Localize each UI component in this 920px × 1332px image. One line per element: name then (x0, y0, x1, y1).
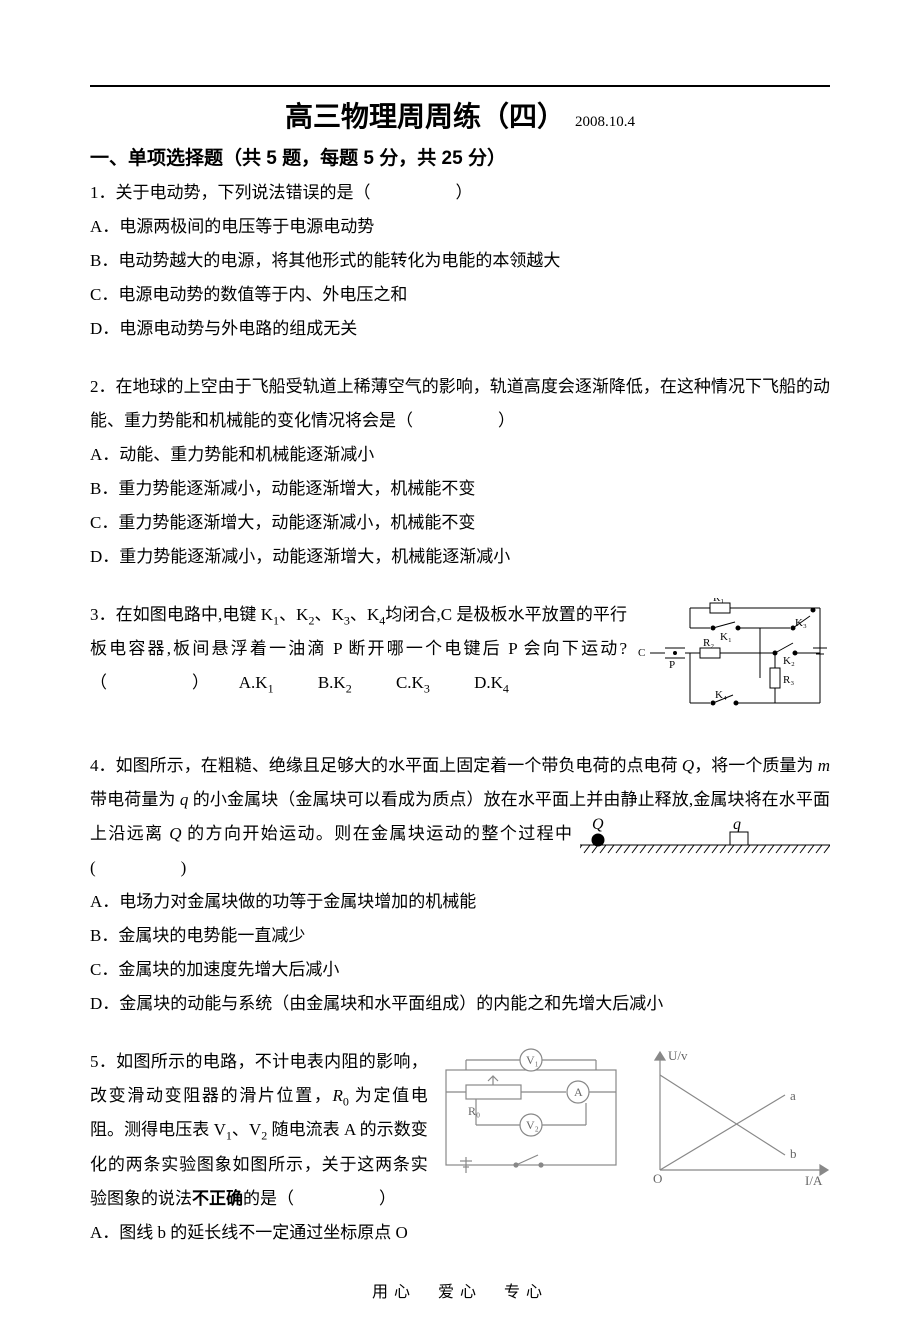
section-heading: 一、单项选择题（共 5 题，每题 5 分，共 25 分） (90, 143, 830, 170)
label-r2: R₂ (703, 637, 714, 649)
q5-V2: V (249, 1120, 261, 1139)
q3-option-b: B.K2 (318, 666, 352, 700)
q4-option-d: D．金属块的动能与系统（由金属块和水平面组成）的内能之和先增大后减小 (90, 987, 830, 1021)
question-5: V₁ V₂ A R₀ (90, 1045, 830, 1250)
label-r3: R₃ (783, 674, 794, 686)
page-date: 2008.10.4 (575, 114, 635, 130)
circuit-diagram-q3: R₁ K₁ K₃ C P R₂ K₂ R₃ K₄ (635, 598, 830, 713)
q2-option-a: A．动能、重力势能和机械能逐渐减小 (90, 438, 830, 472)
q3-stem-b3: 、K (350, 605, 379, 624)
q3-figure: R₁ K₁ K₃ C P R₂ K₂ R₃ K₄ (635, 598, 830, 725)
q3-stem-b2: 、K (314, 605, 343, 624)
q1-option-b: B．电动势越大的电源，将其他形式的能转化为电能的本领越大 (90, 244, 830, 278)
label-c: C (638, 647, 645, 659)
svg-text:R₀: R₀ (468, 1104, 480, 1118)
q2-option-b: B．重力势能逐渐减小，动能逐渐增大，机械能不变 (90, 472, 830, 506)
q5-notcorrect: 不正确 (192, 1189, 243, 1208)
label-k1: K₁ (720, 631, 732, 643)
q4-stem-b: ，将一个质量为 (694, 756, 818, 775)
label-r1: R₁ (713, 598, 724, 604)
q3-option-d: D.K4 (474, 666, 509, 700)
q4-stem-a: 4．如图所示，在粗糙、绝缘且足够大的水平面上固定着一个带负电荷的点电荷 (90, 756, 682, 775)
label-p: P (669, 659, 675, 671)
q4-Q: Q (682, 756, 694, 775)
question-4: 4．如图所示，在粗糙、绝缘且足够大的水平面上固定着一个带负电荷的点电荷 Q，将一… (90, 749, 830, 1021)
q2-option-d: D．重力势能逐渐减小，动能逐渐增大，机械能逐渐减小 (90, 540, 830, 574)
q4-Q2: Q (169, 824, 181, 843)
q1-option-d: D．电源电动势与外电路的组成无关 (90, 312, 830, 346)
q5-R0: R (333, 1086, 343, 1105)
title-row: 高三物理周周练（四） 2008.10.4 (90, 95, 830, 135)
q3-option-a: A.K1 (239, 666, 274, 700)
q5-stem-d: 的是（ ） (243, 1189, 396, 1208)
q4-figure: Q q (580, 817, 830, 871)
q1-option-a: A．电源两极间的电压等于电源电动势 (90, 210, 830, 244)
graph-origin: O (653, 1171, 662, 1186)
q4-m: m (818, 756, 830, 775)
graph-line-b: b (790, 1146, 797, 1161)
q4-stem-c: 带电荷量为 (90, 790, 180, 809)
q3-stem-b1: 、K (279, 605, 308, 624)
q3-stem-a: 3．在如图电路中,电键 K (90, 605, 273, 624)
q4-option-c: C．金属块的加速度先增大后减小 (90, 953, 830, 987)
q2-stem: 2．在地球的上空由于飞船受轨道上稀薄空气的影响，轨道高度会逐渐降低，在这种情况下… (90, 370, 830, 438)
label-k3: K₃ (795, 617, 807, 629)
graph-line-a: a (790, 1088, 796, 1103)
svg-text:V₁: V₁ (526, 1053, 539, 1067)
q5-V1sub: 1 (226, 1129, 232, 1143)
question-3: R₁ K₁ K₃ C P R₂ K₂ R₃ K₄ 3．在如图电路中,电键 K1、… (90, 598, 830, 725)
q3-option-c: C.K3 (396, 666, 430, 700)
page-footer: 用心 爱心 专心 (90, 1278, 830, 1302)
question-1: 1．关于电动势，下列说法错误的是（ ） A．电源两极间的电压等于电源电动势 B．… (90, 176, 830, 346)
label-Q: Q (592, 817, 604, 833)
graph-ylabel: U/v (668, 1048, 688, 1063)
surface-diagram-q4: Q q (580, 817, 830, 859)
q2-option-c: C．重力势能逐渐增大，动能逐渐减小，机械能不变 (90, 506, 830, 540)
q5-option-a: A．图线 b 的延长线不一定通过坐标原点 O (90, 1216, 830, 1250)
graph-xlabel: I/A (805, 1173, 823, 1188)
q1-option-c: C．电源电动势的数值等于内、外电压之和 (90, 278, 830, 312)
label-q: q (733, 817, 741, 833)
label-k2: K₂ (783, 655, 795, 667)
svg-text:A: A (574, 1085, 583, 1099)
page-title: 高三物理周周练（四） (285, 101, 565, 132)
q4-option-b: B．金属块的电势能一直减少 (90, 919, 830, 953)
label-k4: K₄ (715, 689, 727, 701)
svg-text:V₂: V₂ (526, 1118, 539, 1132)
circuit-diagram-q5: V₁ V₂ A R₀ (436, 1045, 636, 1190)
q5-figures: V₁ V₂ A R₀ (436, 1045, 830, 1190)
q5-V1: V (214, 1120, 226, 1139)
q1-stem: 1．关于电动势，下列说法错误的是（ ） (90, 176, 830, 210)
q4-option-a: A．电场力对金属块做的功等于金属块增加的机械能 (90, 885, 830, 919)
question-2: 2．在地球的上空由于飞船受轨道上稀薄空气的影响，轨道高度会逐渐降低，在这种情况下… (90, 370, 830, 574)
top-rule (90, 85, 830, 87)
graph-q5: U/v I/A O a b (640, 1045, 830, 1190)
